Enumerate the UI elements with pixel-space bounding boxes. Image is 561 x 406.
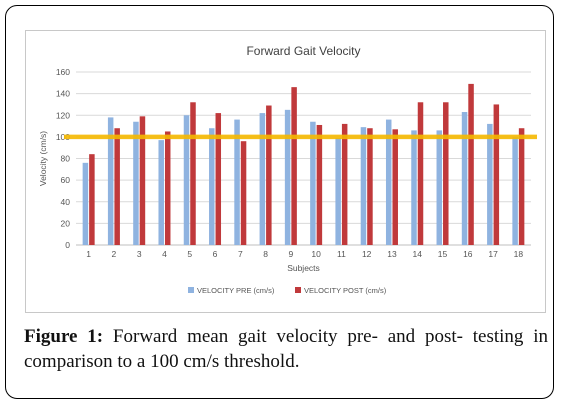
x-tick-label: 9 [288,249,293,259]
bar-post [291,87,297,245]
bar-chart: Forward Gait Velocity 0 20 40 60 80 100 120 140 1… [38,44,537,295]
bar-post [215,113,222,246]
x-tick-label: 18 [514,249,524,259]
bar-pre [335,137,341,245]
figure-frame: Forward Gait Velocity 0 20 40 60 80 100 120 140 1… [5,5,554,399]
y-tick-label: 140 [56,89,70,99]
x-tick-label: 2 [112,249,117,259]
bar-pre [461,112,468,245]
x-tick-label: 5 [187,249,192,259]
x-tick-label: 8 [263,249,268,259]
y-tick-label: 0 [65,240,70,250]
bar-pre [209,128,215,245]
figure-caption: Figure 1: Forward mean gait velocity pre… [24,324,548,374]
figure-caption-text: Forward mean gait velocity pre- and post… [24,326,548,372]
chart-title: Forward Gait Velocity [246,44,360,58]
bar-post [114,128,120,245]
y-tick-label: 80 [61,154,71,164]
bar-post [518,128,525,245]
bar-post [139,116,146,245]
x-tick-label: 14 [413,249,423,259]
bar-post [316,124,323,245]
bar-post [190,102,196,246]
bar-post [164,131,171,245]
bar-post [468,83,474,245]
x-tick-label: 13 [387,249,397,259]
bar-pre [411,130,417,245]
y-tick-label: 20 [61,218,71,228]
legend-label-pre: VELOCITY PRE (cm/s) [197,286,275,295]
x-axis-label: Subjects [287,263,320,273]
x-tick-label: 1 [86,249,91,259]
bar-post [240,141,247,245]
y-axis-label: Velocity (cm/s) [38,131,48,186]
x-tick-label: 7 [238,249,243,259]
x-tick-label: 4 [162,249,167,259]
bar-pre [133,121,139,245]
bar-pre [487,123,493,245]
bar-post [266,105,272,245]
figure-label: Figure 1: [24,326,104,347]
bar-post [443,102,449,246]
x-tick-label: 16 [463,249,473,259]
bar-pre [183,115,190,245]
x-tick-label: 17 [488,249,498,259]
bar-pre [82,162,89,245]
bar-post [417,102,424,246]
bar-pre [310,121,316,245]
legend-label-post: VELOCITY POST (cm/s) [304,286,387,295]
bar-pre [107,117,114,245]
x-tick-label: 11 [337,249,346,259]
bar-post [89,154,95,245]
y-tick-label: 40 [61,197,71,207]
bar-post [367,128,373,245]
chart-container: Forward Gait Velocity 0 20 40 60 80 100 120 140 1… [25,30,546,313]
y-tick-label: 100 [56,132,70,142]
bar-pre [158,140,164,245]
x-tick-label: 15 [438,249,448,259]
legend-swatch-post [295,287,301,293]
y-tick-label: 160 [56,67,70,77]
bar-pre [360,127,367,245]
y-tick-label: 120 [56,110,70,120]
x-tick-label: 10 [311,249,321,259]
y-tick-label: 60 [61,175,71,185]
bar-post [392,129,398,245]
bar-post [493,104,500,245]
bar-pre [512,136,518,245]
x-tick-label: 6 [213,249,218,259]
x-tick-label: 12 [362,249,372,259]
bar-pre [385,119,392,245]
bar-pre [436,130,443,245]
bar-pre [284,109,291,245]
legend-swatch-pre [188,287,194,293]
bar-pre [259,113,266,246]
bar-post [341,123,348,245]
bar-pre [234,119,240,245]
x-tick-label: 3 [137,249,142,259]
